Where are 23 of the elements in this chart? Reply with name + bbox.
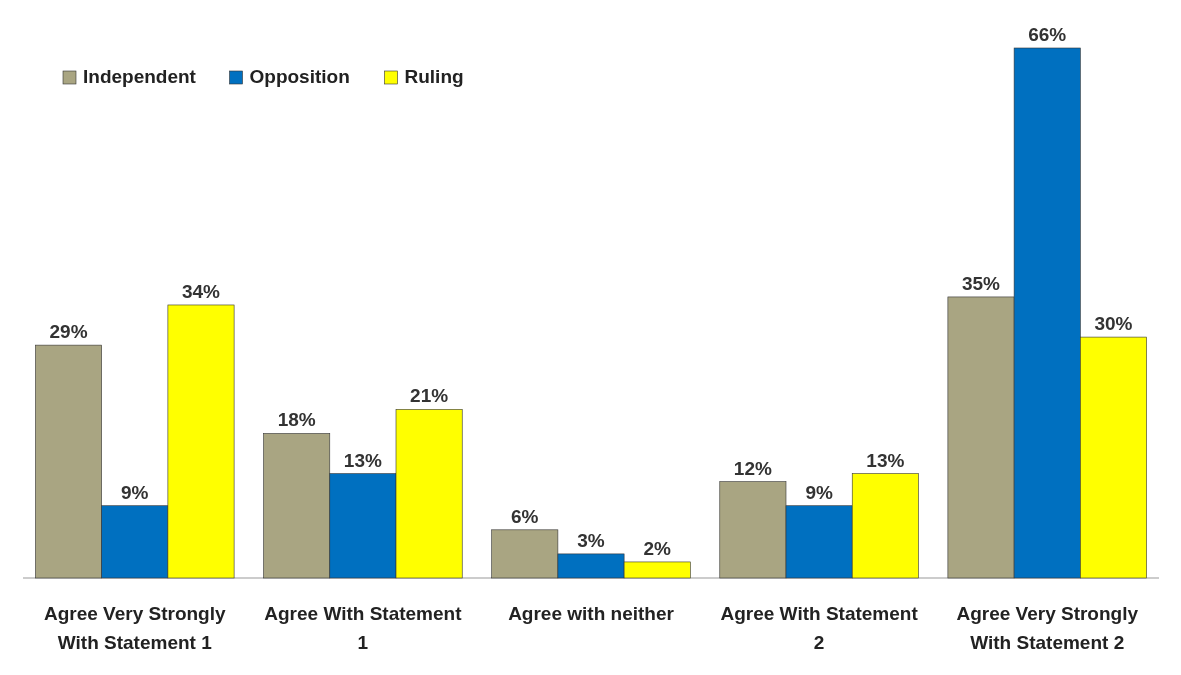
data-label: 18% (277, 409, 316, 431)
legend-label: Ruling (404, 66, 464, 87)
data-label: 66% (1028, 24, 1067, 45)
data-label: 34% (181, 280, 221, 302)
x-tick-label: Agree Very Strongly With Statement 1 (43, 603, 227, 653)
data-label: 35% (961, 272, 1001, 294)
data-label: 29% (49, 321, 88, 343)
legend-label: Independent (83, 66, 197, 87)
data-label: 9% (805, 481, 833, 503)
x-tick-label: Agree With Statement 1 (264, 603, 463, 653)
data-label: 6% (511, 505, 539, 527)
data-label: 13% (343, 449, 383, 471)
x-tick-label: Agree With Statement 2 (720, 603, 919, 653)
data-label: 30% (1094, 313, 1133, 335)
x-tick-label: Agree with neither (508, 603, 675, 624)
data-label: 12% (733, 457, 772, 479)
legend-label: Opposition (249, 66, 350, 87)
data-label: 21% (410, 385, 449, 407)
data-label: 3% (577, 529, 605, 551)
x-tick-label: Agree Very Strongly With Statement 2 (956, 603, 1139, 653)
data-label: 2% (643, 537, 672, 559)
data-label: 13% (866, 449, 905, 471)
data-label: 9% (121, 481, 149, 503)
